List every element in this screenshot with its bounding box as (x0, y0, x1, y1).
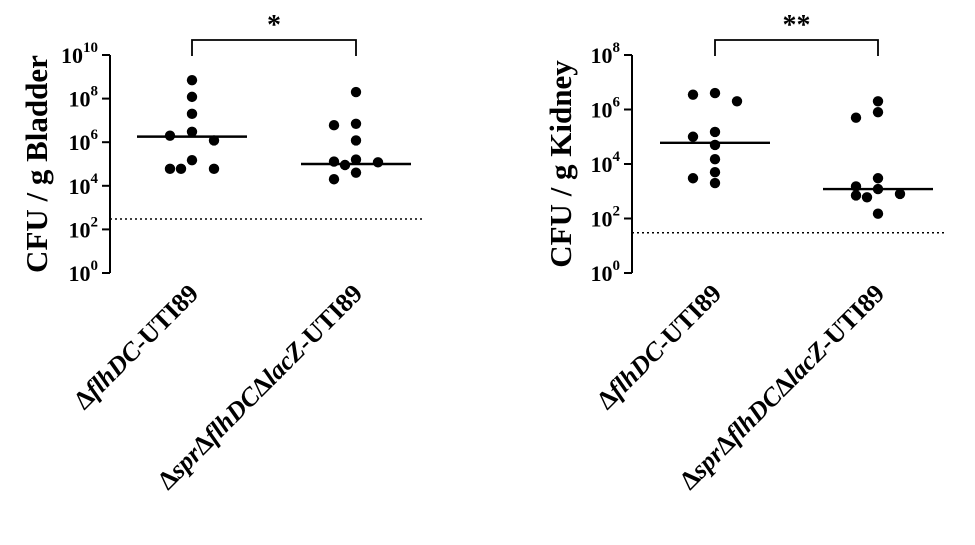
y-tick-label: 104 (69, 171, 99, 199)
y-tick-label: 108 (591, 40, 621, 68)
x-category-label: ΔflhDC-UTI89 (591, 279, 727, 415)
data-point (894, 188, 906, 200)
data-point (328, 174, 340, 185)
data-point (208, 135, 220, 146)
data-point (186, 126, 198, 137)
data-point (687, 131, 699, 142)
data-point (709, 126, 721, 138)
data-point (850, 112, 862, 123)
y-tick-label: 102 (591, 204, 621, 232)
y-tick-label: 104 (591, 149, 621, 177)
data-point (164, 163, 176, 175)
y-tick-label: 106 (69, 127, 99, 155)
data-point (709, 87, 721, 99)
data-point (850, 190, 862, 201)
data-point (687, 89, 699, 100)
significance-label: * (267, 10, 281, 41)
data-point (687, 173, 699, 184)
y-tick-label: 108 (69, 84, 99, 112)
data-point (872, 106, 884, 118)
y-tick-label: 106 (591, 95, 621, 123)
bladder-chart: CFU / g Bladder 100 102 104 106 108 1010 * ΔflhD… (19, 10, 425, 495)
data-point (350, 167, 362, 178)
data-point (186, 154, 198, 166)
data-point (872, 173, 884, 184)
data-point (175, 163, 187, 175)
y-tick-label: 100 (591, 258, 621, 286)
y-axis-title: CFU / g Bladder (19, 55, 54, 273)
data-point (186, 108, 198, 120)
significance-bracket (714, 39, 879, 56)
data-point (709, 177, 721, 189)
data-point (350, 135, 362, 146)
data-point (350, 86, 362, 98)
y-tick-label: 102 (69, 214, 99, 242)
significance-bracket (191, 39, 357, 56)
data-point (872, 96, 884, 107)
data-point (709, 139, 721, 151)
data-point (372, 157, 384, 168)
y-tick-label: 1010 (61, 40, 98, 68)
kidney-chart: CFU / g Kidney 100 102 104 106 108 ** ΔflhDC-UT… (543, 10, 947, 495)
data-point (861, 192, 873, 203)
data-point (328, 120, 340, 131)
data-point (350, 118, 362, 129)
x-category-label: ΔflhDC-UTI89 (68, 279, 204, 415)
data-point (186, 74, 198, 86)
data-point (731, 96, 743, 107)
data-point (186, 91, 198, 103)
data-point (709, 167, 721, 178)
data-point (872, 208, 884, 219)
data-point (350, 154, 362, 165)
data-point (208, 163, 220, 175)
significance-label: ** (783, 10, 811, 41)
y-tick-label: 100 (69, 258, 99, 286)
y-axis-title: CFU / g Kidney (543, 60, 578, 268)
data-point (709, 154, 721, 165)
